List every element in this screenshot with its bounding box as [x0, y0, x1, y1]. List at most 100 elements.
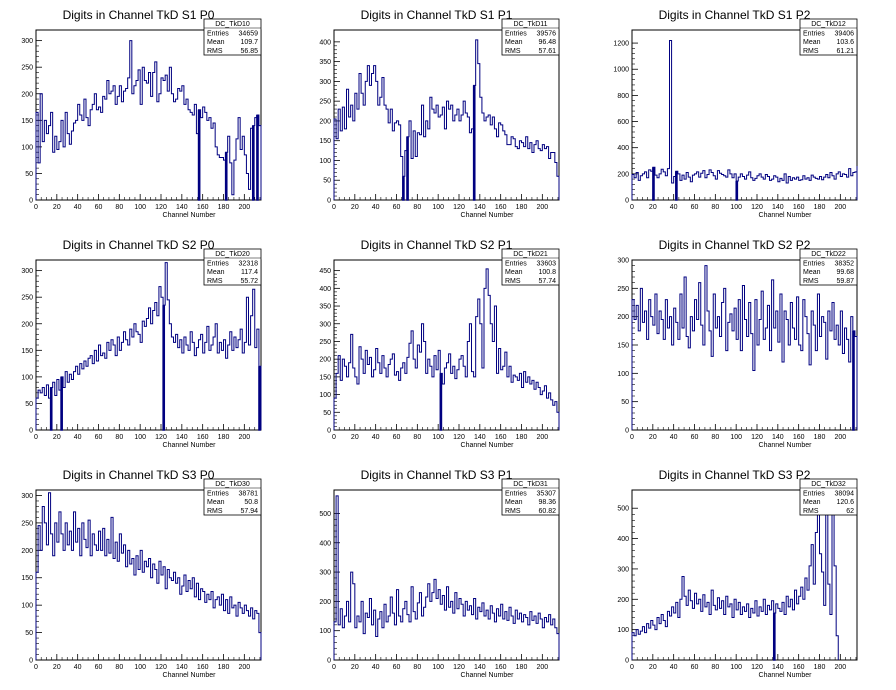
y-tick-label: 300 [21, 38, 33, 45]
y-tick-label: 200 [319, 357, 331, 364]
x-tick-label: 100 [134, 434, 146, 441]
x-tick-label: 200 [834, 204, 846, 211]
x-tick-label: 100 [730, 204, 742, 211]
x-tick-label: 40 [372, 204, 380, 211]
stats-value: 35307 [537, 491, 557, 498]
stats-label: Entries [505, 31, 527, 38]
y-tick-label: 150 [21, 118, 33, 125]
x-tick-label: 20 [53, 434, 61, 441]
y-tick-label: 0 [29, 198, 33, 205]
x-tick-label: 160 [197, 664, 209, 671]
x-tick-label: 20 [351, 434, 359, 441]
x-tick-label: 60 [393, 434, 401, 441]
x-tick-label: 40 [74, 204, 82, 211]
histogram-pad: Digits in Channel TkD S2 P00501001502002… [21, 238, 262, 449]
y-tick-label: 150 [319, 138, 331, 145]
x-tick-label: 60 [95, 434, 103, 441]
x-tick-label: 20 [53, 664, 61, 671]
x-tick-label: 200 [536, 664, 548, 671]
x-tick-label: 100 [730, 434, 742, 441]
stats-label: Entries [505, 261, 527, 268]
pad-title: Digits in Channel TkD S3 P2 [659, 468, 811, 482]
histogram-dip [439, 373, 443, 431]
x-tick-label: 140 [176, 664, 188, 671]
stats-value: 109.7 [240, 39, 258, 46]
stats-value: 98.36 [538, 499, 556, 506]
histogram-dip [251, 125, 255, 201]
histogram-dip [197, 109, 201, 201]
y-tick-label: 200 [319, 118, 331, 125]
x-tick-label: 100 [432, 434, 444, 441]
y-tick-label: 400 [617, 145, 629, 152]
x-tick-label: 120 [751, 434, 763, 441]
pad-title: Digits in Channel TkD S3 P1 [361, 468, 513, 482]
plot-frame [333, 259, 560, 431]
x-tick-label: 80 [711, 204, 719, 211]
x-tick-label: 60 [393, 664, 401, 671]
stats-label: Mean [505, 39, 523, 46]
y-tick-label: 400 [319, 540, 331, 547]
x-tick-label: 160 [793, 664, 805, 671]
y-tick-label: 450 [319, 268, 331, 275]
y-tick-label: 250 [21, 520, 33, 527]
y-tick-label: 250 [319, 99, 331, 106]
stats-label: Mean [803, 269, 821, 276]
x-tick-label: 0 [630, 204, 634, 211]
stats-value: 34659 [239, 31, 259, 38]
x-tick-label: 200 [536, 204, 548, 211]
stats-value: 60.82 [538, 508, 556, 515]
x-axis-label: Channel Number [759, 672, 813, 679]
stats-histogram-name: DC_TkD12 [811, 21, 846, 28]
plot-frame [631, 29, 858, 201]
x-tick-label: 160 [495, 434, 507, 441]
stats-value: 55.72 [240, 278, 258, 285]
y-tick-label: 500 [319, 511, 331, 518]
stats-histogram-name: DC_TkD21 [513, 251, 548, 258]
histogram-dip [256, 115, 259, 201]
stats-value: 32318 [239, 261, 259, 268]
y-tick-label: 50 [25, 401, 33, 408]
x-tick-label: 180 [814, 434, 826, 441]
y-tick-label: 400 [617, 536, 629, 543]
y-tick-label: 300 [21, 493, 33, 500]
histogram-series [631, 265, 858, 430]
histogram-pad: Digits in Channel TkD S1 P10501001502002… [319, 8, 560, 219]
x-tick-label: 40 [670, 204, 678, 211]
x-tick-label: 0 [34, 664, 38, 671]
stats-label: RMS [505, 508, 521, 515]
stats-value: 33603 [537, 261, 557, 268]
y-tick-label: 50 [323, 410, 331, 417]
x-tick-label: 160 [495, 204, 507, 211]
stats-box [501, 18, 560, 56]
y-tick-label: 300 [319, 79, 331, 86]
x-tick-label: 0 [630, 664, 634, 671]
y-tick-label: 250 [21, 65, 33, 72]
x-tick-label: 20 [351, 664, 359, 671]
stats-histogram-name: DC_TkD30 [215, 481, 250, 488]
stats-label: Entries [207, 31, 229, 38]
stats-label: RMS [803, 278, 819, 285]
stats-label: Entries [207, 261, 229, 268]
x-tick-label: 120 [751, 204, 763, 211]
y-tick-label: 200 [617, 314, 629, 321]
y-tick-label: 200 [21, 548, 33, 555]
y-tick-label: 800 [617, 93, 629, 100]
x-tick-label: 80 [115, 204, 123, 211]
stats-value: 120.6 [836, 499, 854, 506]
x-tick-label: 100 [432, 204, 444, 211]
x-axis-label: Channel Number [461, 212, 515, 219]
x-tick-label: 40 [74, 664, 82, 671]
x-tick-label: 160 [197, 434, 209, 441]
y-tick-label: 100 [21, 144, 33, 151]
stats-box [203, 478, 262, 516]
y-tick-label: 300 [21, 268, 33, 275]
stats-value: 62 [846, 508, 854, 515]
histogram-series [35, 262, 262, 430]
histogram-dip [258, 366, 261, 431]
x-tick-label: 160 [793, 434, 805, 441]
x-tick-label: 20 [649, 434, 657, 441]
x-tick-label: 180 [814, 204, 826, 211]
histogram-series [35, 492, 262, 660]
stats-label: RMS [803, 48, 819, 55]
